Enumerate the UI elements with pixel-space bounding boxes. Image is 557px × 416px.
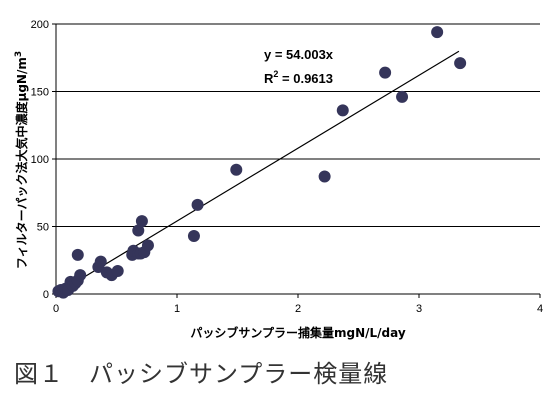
data-point bbox=[379, 66, 392, 79]
data-point bbox=[230, 163, 243, 176]
data-point bbox=[336, 104, 349, 117]
data-point bbox=[396, 90, 409, 103]
x-axis-title: パッシブサンプラー捕集量mgN/L/day bbox=[190, 325, 406, 340]
r-squared-annotation: R2 = 0.9613 bbox=[264, 69, 333, 86]
x-tick-label: 0 bbox=[53, 303, 59, 315]
y-tick-labels: 0 50 100 150 200 bbox=[31, 19, 56, 301]
data-point bbox=[74, 269, 87, 282]
y-axis-title: フィルターパック法大気中濃度μgN/m3 bbox=[14, 51, 29, 269]
data-point bbox=[94, 255, 107, 268]
y-tick-label: 50 bbox=[37, 222, 49, 234]
data-point bbox=[111, 265, 124, 278]
data-point bbox=[71, 248, 84, 261]
y-tick-label: 0 bbox=[43, 289, 49, 301]
data-point bbox=[191, 198, 204, 211]
y-axis-title-main: フィルターパック法大気中濃度μgN/m bbox=[14, 57, 29, 269]
equation-annotation: y = 54.003x bbox=[264, 47, 334, 62]
trendline bbox=[55, 50, 460, 295]
data-point bbox=[454, 57, 467, 70]
r-squared-superscript: 2 bbox=[273, 69, 278, 79]
data-point bbox=[318, 170, 331, 183]
x-tick-label: 3 bbox=[416, 303, 422, 315]
x-tick-label: 1 bbox=[174, 303, 180, 315]
data-point bbox=[187, 229, 200, 242]
data-point bbox=[431, 26, 444, 39]
data-point bbox=[132, 224, 145, 237]
x-tick-label: 2 bbox=[295, 303, 301, 315]
data-point bbox=[135, 215, 148, 228]
y-axis-title-superscript: 3 bbox=[14, 51, 24, 57]
y-tick-label: 150 bbox=[31, 87, 49, 99]
r-squared-value: = 0.9613 bbox=[278, 71, 333, 86]
x-tick-label: 4 bbox=[537, 303, 543, 315]
figure-caption: 図１ パッシブサンプラー検量線 bbox=[14, 360, 389, 388]
grid-lines bbox=[56, 23, 540, 227]
data-point bbox=[141, 239, 154, 252]
y-tick-label: 200 bbox=[31, 19, 49, 31]
r-squared-label: R bbox=[264, 71, 274, 86]
trendline-group bbox=[55, 50, 460, 295]
data-points bbox=[52, 26, 467, 299]
y-tick-label: 100 bbox=[31, 154, 49, 166]
x-tick-labels: 0 1 2 3 4 bbox=[53, 294, 543, 315]
